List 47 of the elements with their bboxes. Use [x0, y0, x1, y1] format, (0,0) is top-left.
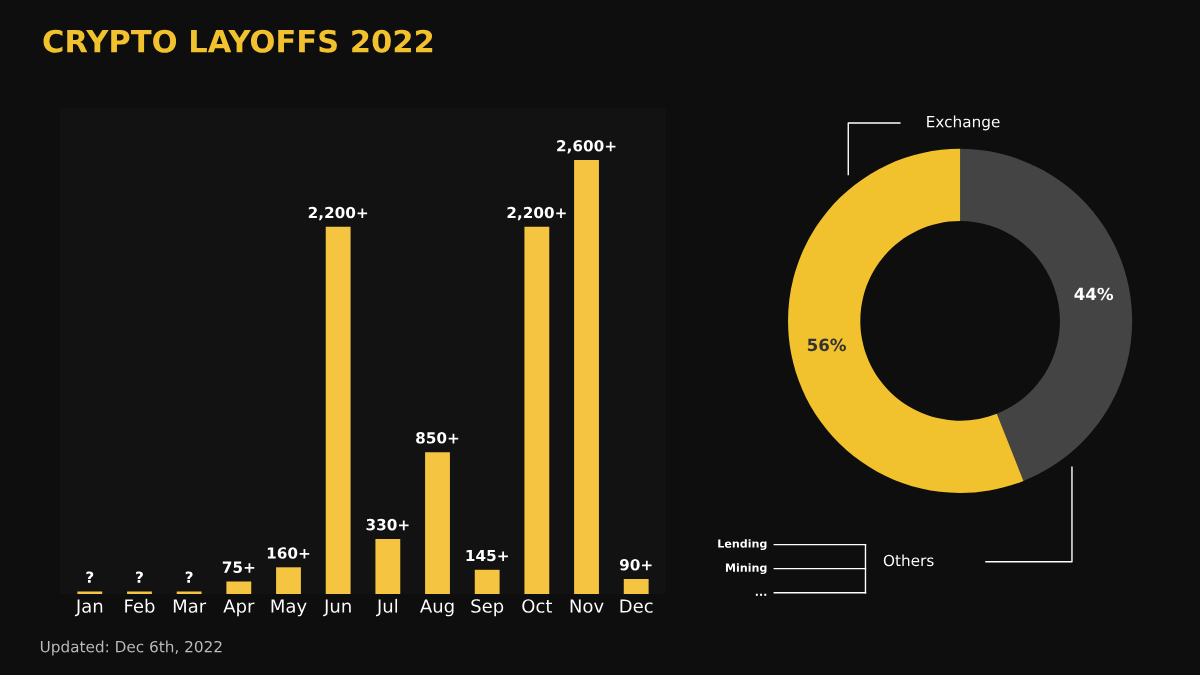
data-label: 2,200+ [308, 206, 368, 221]
bar [276, 567, 301, 594]
chart-title: CRYPTO LAYOFFS 2022 [43, 29, 433, 53]
x-tick-label: Jun [323, 599, 351, 617]
x-tick-label: Jan [74, 599, 103, 617]
data-label: 90+ [619, 558, 652, 571]
x-tick-label: Apr [223, 599, 255, 617]
x-tick-label: Aug [420, 599, 454, 617]
x-tick-label: Nov [570, 599, 604, 613]
text: Lending [718, 539, 767, 551]
text: ... [755, 593, 767, 596]
x-tick-label: May [271, 599, 307, 617]
slice-label: Exchange [927, 115, 1000, 131]
slice-label: Others [883, 554, 934, 567]
donut-slice [960, 148, 1133, 481]
donut-slice [788, 148, 1024, 493]
data-label: ? [185, 571, 193, 583]
x-tick-label: Dec [620, 599, 653, 613]
bar [325, 226, 351, 594]
data-label: 160+ [267, 547, 310, 559]
text: Updated: Dec 6th, 2022 [40, 640, 222, 656]
x-tick-label: Oct [522, 599, 553, 613]
data-label: 145+ [466, 549, 508, 562]
data-label: 2,600+ [557, 140, 616, 154]
x-tick-label: Feb [125, 598, 155, 613]
data-label: 330+ [366, 518, 409, 531]
x-tick-label: Mar [173, 599, 207, 613]
bar [524, 226, 550, 594]
bar [77, 591, 103, 594]
x-tick-label: Jul [376, 598, 398, 617]
data-label: 75+ [222, 561, 255, 573]
text: Mining [725, 563, 767, 575]
data-label: 56% [807, 338, 846, 352]
bar [574, 160, 599, 594]
data-label: 2,200+ [507, 206, 566, 221]
data-label: 850+ [416, 432, 459, 444]
bar [474, 569, 500, 594]
bar [176, 591, 202, 594]
bar [375, 538, 401, 594]
bar [226, 581, 252, 594]
bar [127, 591, 152, 594]
bar [425, 452, 450, 594]
bar [623, 578, 649, 594]
data-label: ? [86, 571, 94, 583]
data-label: 44% [1074, 287, 1114, 301]
data-label: ? [136, 571, 143, 583]
x-tick-label: Sep [471, 599, 504, 617]
